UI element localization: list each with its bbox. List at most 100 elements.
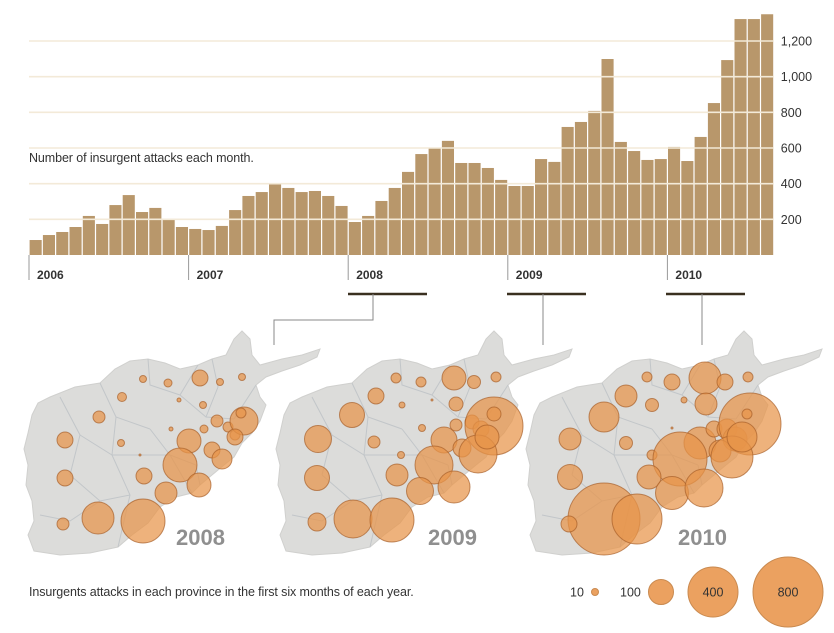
province-bubble (486, 406, 502, 422)
province-bubble (614, 384, 638, 408)
map-2008: 2008 (23, 330, 321, 556)
province-bubble (117, 392, 127, 402)
bar-2007-1 (189, 228, 202, 255)
province-bubble (418, 424, 426, 432)
province-bubble (367, 387, 385, 405)
year-label: 2009 (516, 268, 543, 282)
province-bubble (560, 515, 578, 533)
x-axis: 2006 2007 2008 2009 2010 (28, 255, 702, 282)
province-bubble (397, 451, 405, 459)
year-label: 2008 (356, 268, 383, 282)
province-bubble (135, 467, 153, 485)
map-2009: 2009 (275, 330, 573, 556)
bar-chart-title: Number of insurgent attacks each month. (29, 151, 254, 165)
province-bubble (588, 401, 620, 433)
bar-2006-10 (149, 207, 162, 255)
map-year-label: 2010 (678, 525, 727, 550)
province-bubble (557, 464, 583, 490)
province-bubble (139, 375, 147, 383)
bar-2009-9 (614, 141, 627, 255)
province-bubble (168, 426, 174, 432)
province-bubble (558, 427, 582, 451)
province-bubble (117, 439, 125, 447)
y-tick-label: 600 (781, 142, 802, 156)
bar-2006-12 (175, 227, 188, 255)
province-bubble (199, 424, 209, 434)
legend-circle-10 (591, 588, 599, 596)
map-year-label: 2009 (428, 525, 477, 550)
province-bubble (333, 499, 373, 539)
province-bubble (645, 398, 659, 412)
bar-2010-2 (681, 161, 694, 255)
province-bubble (369, 497, 415, 543)
province-bubble (226, 428, 244, 446)
legend-label: 10 (570, 586, 584, 600)
bar-2006-5 (82, 215, 95, 255)
bar-2008-9 (455, 162, 468, 255)
y-tick-label: 1,200 (781, 35, 812, 49)
bar-2010-3 (694, 136, 707, 255)
year-label: 2007 (197, 268, 224, 282)
province-bubble (742, 371, 754, 383)
bar-2007-9 (295, 192, 308, 255)
legend-circle-100 (648, 579, 674, 605)
bar-2009-11 (641, 159, 654, 255)
year-label: 2010 (675, 268, 702, 282)
bar-2007-11 (322, 195, 335, 255)
bar-2009-10 (628, 151, 641, 255)
province-bubble (199, 401, 207, 409)
y-axis: 200 400 600 800 1,000 1,200 (781, 35, 812, 227)
province-bubble (655, 476, 689, 510)
bar-2008-4 (388, 187, 401, 255)
bar-2008-5 (402, 171, 415, 255)
province-bubble (474, 424, 500, 450)
bar-2007-12 (335, 205, 348, 255)
province-bubble (216, 378, 224, 386)
bar-2007-2 (202, 230, 215, 255)
province-bubble (235, 407, 247, 419)
legend-label: 100 (620, 586, 641, 600)
bar-2008-6 (415, 154, 428, 255)
province-bubble (490, 371, 502, 383)
bar-2006-1 (29, 240, 42, 255)
bar-2007-4 (229, 210, 242, 255)
province-bubble (56, 517, 70, 531)
bar-2008-1 (348, 222, 361, 255)
bar-2010-6 (734, 19, 747, 255)
maps-caption: Insurgents attacks in each province in t… (29, 585, 414, 599)
legend-label: 800 (778, 586, 799, 600)
bar-2006-6 (96, 223, 109, 255)
province-border (79, 434, 170, 456)
map-2010: 2010 (525, 330, 823, 556)
bar-2010-5 (721, 60, 734, 255)
province-bubble (430, 398, 434, 402)
bar-2008-7 (428, 148, 441, 255)
province-bubble (120, 498, 166, 544)
legend-circle-400 (687, 566, 739, 618)
province-bubble (398, 401, 406, 409)
bar-2010-7 (747, 19, 760, 255)
province-bubble (385, 463, 409, 487)
province-bubble (641, 371, 653, 383)
province-bubble (406, 477, 434, 505)
legend-label: 400 (703, 586, 724, 600)
bar-2009-4 (548, 161, 561, 255)
bar-2010-4 (707, 103, 720, 255)
province-bubble (684, 468, 724, 508)
bar-2006-8 (122, 195, 135, 255)
bar-2009-6 (574, 121, 587, 255)
bar-2006-11 (162, 218, 175, 255)
bar-2006-9 (136, 212, 149, 255)
province-bubble (186, 472, 212, 498)
province-border (147, 358, 199, 396)
province-bubble (390, 372, 402, 384)
legend-circle-800 (752, 556, 824, 628)
y-tick-label: 800 (781, 106, 802, 120)
province-bubble (367, 435, 381, 449)
bar-2006-4 (69, 227, 82, 255)
province-bubble (304, 465, 330, 491)
y-tick-label: 200 (781, 213, 802, 227)
province-bubble (467, 375, 481, 389)
bar-2008-2 (362, 215, 375, 255)
